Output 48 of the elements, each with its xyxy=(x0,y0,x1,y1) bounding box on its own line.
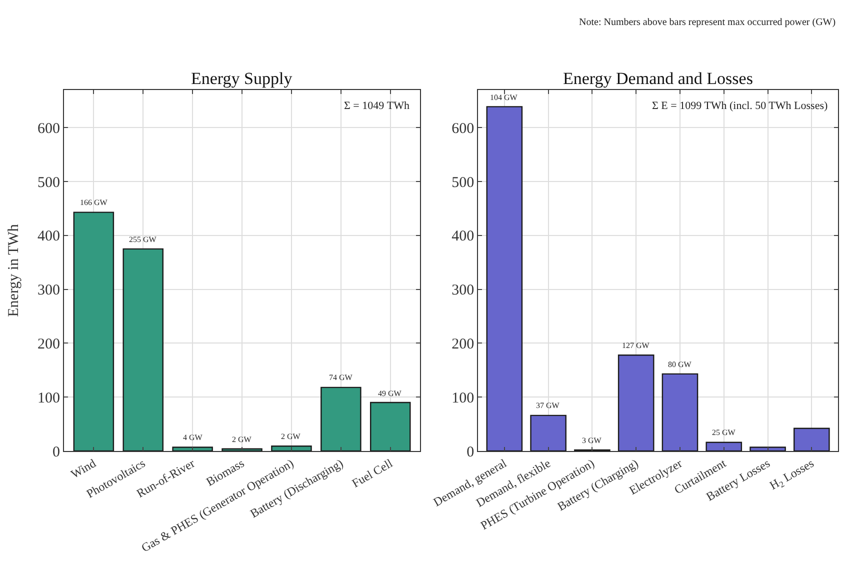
annotation: 166 GW xyxy=(80,198,108,207)
annotation: 37 GW xyxy=(536,401,560,410)
text: Note: Numbers above bars represent max occurred power (GW) xyxy=(579,17,836,28)
annotation: 49 GW xyxy=(378,389,402,398)
y-tick-label: 600 xyxy=(452,120,474,137)
y-tick-label: 0 xyxy=(52,444,60,460)
annotation: 2 GW xyxy=(281,432,301,441)
y-tick-label: 200 xyxy=(38,336,60,352)
annotation: 74 GW xyxy=(329,373,353,382)
annotation: 104 GW xyxy=(490,93,518,102)
y-tick-label: 400 xyxy=(38,228,60,245)
bar xyxy=(794,428,830,451)
bar xyxy=(320,386,362,451)
y-tick-label: 0 xyxy=(466,444,474,460)
y-tick-label: 300 xyxy=(38,282,60,299)
chart-title: Energy Demand and Losses xyxy=(563,69,753,88)
bar xyxy=(706,442,742,451)
bar xyxy=(750,446,786,451)
bar xyxy=(73,212,114,451)
annotation: 3 GW xyxy=(582,436,602,445)
annotation: 80 GW xyxy=(668,360,692,369)
annotation: 25 GW xyxy=(712,428,736,437)
y-tick-label: 500 xyxy=(452,174,474,191)
annotation: Σ = 1049 TWh xyxy=(344,100,410,112)
x-tick-label: Fuel Cell xyxy=(349,456,396,490)
bar xyxy=(370,402,411,451)
y-tick-label: 500 xyxy=(38,174,60,191)
bar xyxy=(530,414,566,451)
bar xyxy=(618,354,654,451)
bar xyxy=(486,106,523,451)
bar xyxy=(662,373,698,451)
bar xyxy=(172,446,213,451)
bar xyxy=(271,446,312,451)
chart-title: Energy Supply xyxy=(191,69,293,88)
annotation: 255 GW xyxy=(129,235,157,244)
y-tick-label: 600 xyxy=(38,120,60,137)
bar xyxy=(222,448,262,451)
y-tick-label: 100 xyxy=(38,390,60,406)
y-axis-title: Energy in TWh xyxy=(6,224,22,317)
annotation: 2 GW xyxy=(232,435,252,444)
y-tick-label: 400 xyxy=(452,228,474,245)
annotation: 4 GW xyxy=(183,433,203,442)
y-tick-label: 300 xyxy=(452,282,474,299)
annotation: Σ E = 1099 TWh (incl. 50 TWh Losses) xyxy=(652,100,828,112)
annotation: 127 GW xyxy=(622,341,650,350)
y-tick-label: 200 xyxy=(452,336,474,352)
bar xyxy=(122,248,164,451)
y-tick-label: 100 xyxy=(452,390,474,406)
